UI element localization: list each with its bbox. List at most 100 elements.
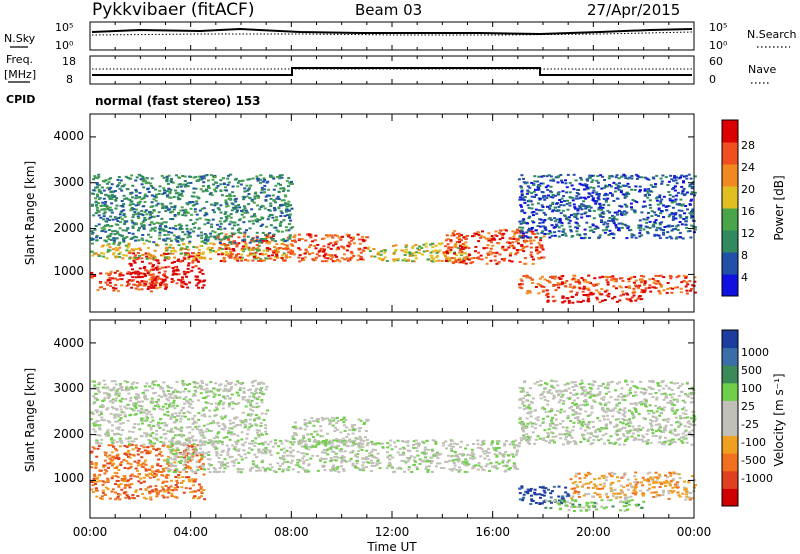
power-scatter-point: [574, 216, 578, 218]
velocity-scatter-point: [90, 463, 94, 465]
power-ylabel: Slant Range [km]: [23, 161, 37, 265]
power-scatter-point: [626, 227, 630, 230]
velocity-scatter-point: [179, 451, 183, 454]
velocity-scatter-point: [171, 464, 175, 467]
power-scatter-point: [249, 252, 253, 255]
velocity-scatter-point: [342, 469, 346, 472]
power-scatter-point: [532, 221, 536, 224]
power-scatter-point: [167, 187, 171, 190]
power-scatter-point: [352, 236, 355, 239]
power-scatter-point: [672, 215, 675, 218]
velocity-scatter-point: [249, 467, 253, 470]
velocity-scatter-point: [90, 451, 94, 454]
velocity-scatter-point: [564, 504, 568, 507]
velocity-scatter-point: [109, 460, 113, 463]
power-scatter-point: [614, 176, 618, 179]
power-scatter-point: [142, 284, 146, 287]
power-scatter-point: [259, 191, 263, 194]
power-scatter-point: [170, 231, 174, 234]
velocity-scatter-point: [192, 496, 196, 499]
velocity-scatter-point: [307, 448, 311, 451]
velocity-scatter-point: [304, 447, 308, 450]
power-scatter-point: [350, 239, 354, 242]
power-scatter-point: [258, 218, 262, 221]
power-scatter-point: [582, 237, 586, 240]
power-scatter-point: [556, 192, 560, 195]
power-scatter-point: [657, 289, 661, 292]
velocity-scatter-point: [685, 493, 689, 496]
power-scatter-point: [520, 198, 524, 201]
velocity-scatter-point: [93, 475, 97, 478]
power-scatter-point: [231, 191, 235, 194]
power-scatter-point: [301, 257, 305, 260]
power-scatter-point: [549, 218, 553, 221]
velocity-scatter-point: [173, 458, 177, 461]
power-scatter-point: [263, 207, 267, 210]
power-scatter-point: [282, 190, 285, 193]
power-scatter-point: [111, 277, 115, 280]
power-scatter-point: [184, 248, 188, 250]
power-scatter-point: [157, 262, 161, 265]
velocity-scatter-point: [426, 448, 430, 451]
power-scatter-point: [672, 179, 676, 182]
velocity-scatter-point: [356, 438, 360, 440]
velocity-scatter-point: [328, 419, 332, 422]
power-scatter-point: [137, 273, 141, 276]
power-scatter-point: [482, 247, 486, 250]
power-scatter-point: [690, 224, 694, 227]
velocity-scatter-point: [148, 476, 152, 479]
power-scatter-point: [324, 252, 328, 255]
power-scatter-point: [185, 245, 189, 248]
power-scatter-point: [576, 212, 580, 215]
velocity-scatter-point: [634, 503, 638, 506]
velocity-scatter-point: [424, 452, 428, 455]
power-scatter-point: [243, 240, 246, 243]
velocity-scatter-point: [406, 444, 410, 447]
power-scatter-point: [118, 278, 122, 281]
noise-tick-high-left: 10⁵: [55, 21, 73, 34]
power-scatter-point: [109, 272, 112, 275]
power-scatter-point: [322, 248, 326, 251]
velocity-scatter-point: [108, 457, 112, 460]
power-scatter-point: [217, 248, 221, 251]
power-scatter-point: [171, 273, 175, 276]
velocity-scatter-point: [450, 455, 454, 458]
power-scatter-point: [467, 247, 471, 250]
velocity-scatter-point: [297, 443, 301, 446]
power-scatter-point: [566, 199, 569, 202]
power-scatter-point: [514, 253, 518, 256]
power-scatter-point: [102, 212, 106, 215]
power-scatter-point: [521, 230, 524, 233]
power-scatter-point: [451, 261, 455, 263]
power-scatter-point: [551, 295, 555, 298]
velocity-scatter-point: [230, 460, 234, 463]
power-scatter-point: [549, 276, 553, 278]
power-scatter-point: [282, 238, 286, 241]
power-scatter-point: [401, 259, 405, 262]
power-scatter-point: [405, 251, 409, 254]
power-scatter-point: [178, 197, 182, 200]
power-scatter-point: [96, 177, 99, 180]
power-scatter-point: [573, 274, 577, 277]
power-scatter-point: [440, 259, 444, 262]
velocity-scatter-point: [140, 465, 144, 468]
power-scatter-point: [90, 275, 94, 278]
power-scatter-point: [183, 257, 187, 260]
power-scatter-point: [560, 281, 564, 284]
power-scatter-point: [195, 218, 199, 221]
velocity-scatter-point: [255, 466, 259, 468]
velocity-scatter-point: [93, 447, 97, 450]
power-scatter-point: [637, 286, 641, 289]
power-scatter-point: [523, 182, 527, 185]
power-scatter-point: [152, 215, 156, 218]
power-scatter-point: [334, 260, 338, 263]
velocity-scatter-point: [375, 463, 379, 466]
power-scatter-point: [224, 199, 228, 202]
power-scatter-point: [164, 286, 168, 289]
cpid-text: normal (fast stereo) 153: [95, 94, 261, 108]
power-scatter-point: [285, 205, 289, 208]
power-scatter-point: [198, 209, 202, 212]
power-scatter-point: [570, 290, 573, 293]
power-scatter-point: [501, 247, 504, 250]
power-scatter-point: [600, 221, 604, 223]
